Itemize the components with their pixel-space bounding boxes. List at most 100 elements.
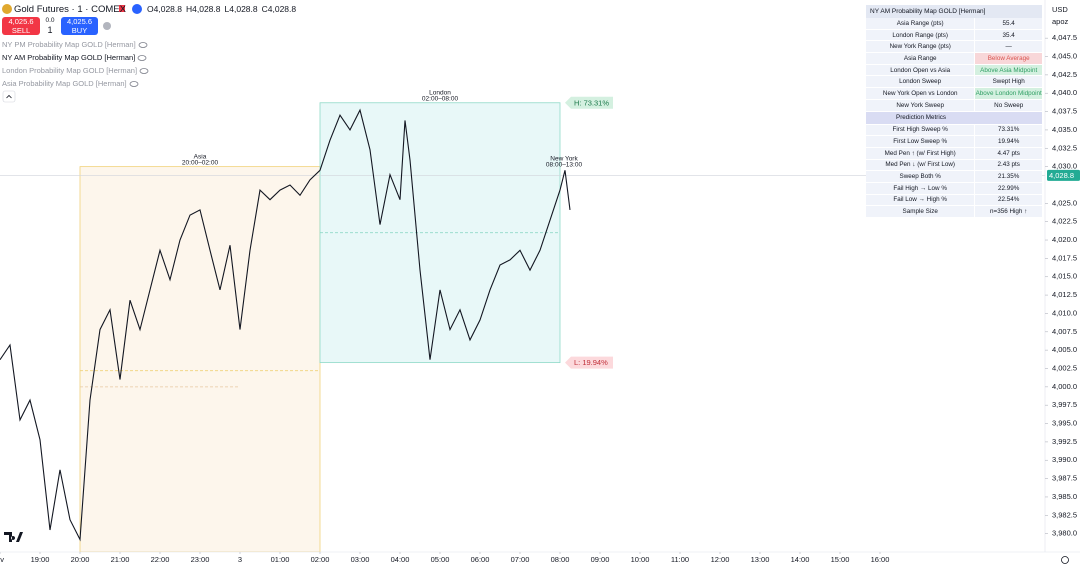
row-value: Below Average bbox=[974, 53, 1042, 64]
x-tick-label: 07:00 bbox=[511, 555, 530, 564]
currency[interactable]: USD bbox=[1052, 5, 1068, 14]
ohlc-key: C bbox=[261, 4, 268, 14]
session-name: Asia bbox=[194, 153, 207, 160]
row-label: First Low Sweep % bbox=[893, 138, 948, 146]
sell-button[interactable]: 4,025.6 SELL bbox=[2, 17, 40, 35]
x-tick-label: 13:00 bbox=[751, 555, 770, 564]
y-tick-label: 4,000.0 bbox=[1052, 382, 1077, 391]
y-tick-label: 3,995.0 bbox=[1052, 419, 1077, 428]
x-tick-label: 01:00 bbox=[271, 555, 290, 564]
y-tick-label: 4,030.0 bbox=[1052, 162, 1077, 171]
row-label: Asia Range (pts) bbox=[896, 19, 944, 27]
y-tick-label: 4,020.0 bbox=[1052, 235, 1077, 244]
indicator[interactable]: London Probability Map GOLD [Herman] bbox=[2, 66, 138, 75]
collapse-button bbox=[2, 90, 16, 103]
ohlc-value: 4,028.8 bbox=[267, 4, 297, 14]
y-tick-label: 4,007.5 bbox=[1052, 327, 1077, 336]
session-name: New York bbox=[550, 156, 578, 163]
row-label: Fail High → Low % bbox=[893, 184, 947, 192]
sell-label: SELL bbox=[11, 26, 31, 35]
row-label: London Sweep bbox=[899, 78, 942, 86]
ohlc-key: H bbox=[186, 4, 193, 14]
row-label: Med Pen ↑ (w/ First High) bbox=[884, 149, 956, 157]
table-section: Prediction Metrics bbox=[866, 111, 1042, 124]
y-tick-label: 4,037.5 bbox=[1052, 107, 1077, 116]
indicator[interactable]: Asia Probability Map GOLD [Herman] bbox=[2, 79, 127, 88]
ohlc-value: 4,028.8 bbox=[192, 4, 221, 14]
table-title: NY AM Probability Map GOLD [Herman] bbox=[866, 5, 1042, 18]
row-value: 4.47 pts bbox=[974, 147, 1042, 159]
spread: 0.0 bbox=[45, 17, 55, 24]
y-tick-label: 4,040.0 bbox=[1052, 88, 1077, 97]
row-label: Fail Low → High % bbox=[893, 196, 947, 204]
price-line bbox=[0, 108, 571, 542]
y-tick-label: 3,987.5 bbox=[1052, 474, 1077, 483]
x-tick-label: 06:00 bbox=[471, 555, 490, 564]
y-tick-label: 4,025.0 bbox=[1052, 198, 1077, 207]
y-tick-label: 4,045.0 bbox=[1052, 52, 1077, 61]
row-label: Med Pen ↓ (w/ First Low) bbox=[885, 161, 955, 169]
x-tick-label: 10:00 bbox=[631, 555, 650, 564]
table-row: New York Range (pts) — bbox=[866, 41, 1042, 54]
row-label: New York Open vs London bbox=[882, 89, 958, 97]
x-tick-label: 3 bbox=[238, 555, 242, 564]
x-tick-label: 23:00 bbox=[191, 555, 210, 564]
ohlc-value: 4,028.8 bbox=[153, 4, 182, 14]
indicator[interactable]: NY AM Probability Map GOLD [Herman] bbox=[2, 53, 136, 62]
flag-icon bbox=[119, 5, 125, 12]
x-tick-label: 21:00 bbox=[111, 555, 130, 564]
level-label: H: 73.31% bbox=[574, 98, 609, 107]
ohlc-item: L4,028.8 bbox=[225, 4, 258, 14]
symbol[interactable]: Gold Futures · 1 · COMEX bbox=[14, 4, 126, 15]
table-row: Fail Low → High % 22.54% bbox=[866, 194, 1042, 207]
row-label: London Open vs Asia bbox=[890, 66, 951, 74]
sell-price: 4,025.6 bbox=[8, 17, 34, 26]
price-axis bbox=[1045, 0, 1080, 568]
indicator[interactable]: NY PM Probability Map GOLD [Herman] bbox=[2, 40, 136, 49]
x-tick-label: 16:00 bbox=[871, 555, 890, 564]
table-row: Med Pen ↑ (w/ First High) 4.47 pts bbox=[866, 147, 1042, 160]
ohlc: O4,028.8 H4,028.8 L4,028.8 C4,028.8 bbox=[147, 4, 300, 14]
table-row: New York Sweep No Sweep bbox=[866, 99, 1042, 112]
row-value: 19.94% bbox=[974, 136, 1042, 147]
row-label: First High Sweep % bbox=[892, 126, 948, 134]
y-tick-label: 3,992.5 bbox=[1052, 437, 1077, 446]
ohlc-item: H4,028.8 bbox=[186, 4, 221, 14]
session-time: 20:00–02:00 bbox=[182, 159, 219, 166]
table-row: London Range (pts) 35.4 bbox=[866, 29, 1042, 42]
row-value: 22.54% bbox=[974, 194, 1042, 206]
info-icon bbox=[103, 22, 111, 30]
row-value: 21.35% bbox=[974, 171, 1042, 182]
row-value: 55.4 bbox=[974, 18, 1042, 29]
x-tick-label: 15:00 bbox=[831, 555, 850, 564]
row-value: Above London Midpoint bbox=[974, 88, 1042, 99]
row-value: 2.43 pts bbox=[974, 159, 1042, 171]
x-tick-label: 05:00 bbox=[431, 555, 450, 564]
table-row: London Sweep Swept High bbox=[866, 76, 1042, 89]
last-price-tag bbox=[1047, 169, 1080, 181]
table-row: Sweep Both % 21.35% bbox=[866, 171, 1042, 183]
quantity[interactable]: 1 bbox=[47, 25, 53, 35]
table-row: Fail High → Low % 22.99% bbox=[866, 182, 1042, 195]
x-tick-label: 02:00 bbox=[311, 555, 330, 564]
level-tag bbox=[565, 356, 613, 369]
y-tick-label: 4,047.5 bbox=[1052, 33, 1077, 42]
table-row: First Low Sweep % 19.94% bbox=[866, 136, 1042, 148]
time-axis bbox=[0, 552, 1080, 568]
x-tick-label: 08:00 bbox=[551, 555, 570, 564]
buy-button[interactable]: 4,025.6 BUY bbox=[61, 17, 98, 35]
session-box bbox=[79, 166, 321, 553]
table-row: Asia Range (pts) 55.4 bbox=[866, 18, 1042, 30]
row-value: n=356 High ↑ bbox=[974, 206, 1042, 217]
eye-icon bbox=[137, 55, 147, 61]
level-label: L: 19.94% bbox=[574, 358, 608, 367]
row-label: Asia Range bbox=[903, 54, 937, 62]
settings-icon[interactable] bbox=[1061, 556, 1069, 564]
user[interactable]: apoz bbox=[1052, 17, 1069, 26]
x-tick-label: 22:00 bbox=[151, 555, 170, 564]
row-label: New York Sweep bbox=[896, 101, 944, 109]
eye-icon bbox=[138, 42, 148, 48]
x-tick-label: 12:00 bbox=[711, 555, 730, 564]
